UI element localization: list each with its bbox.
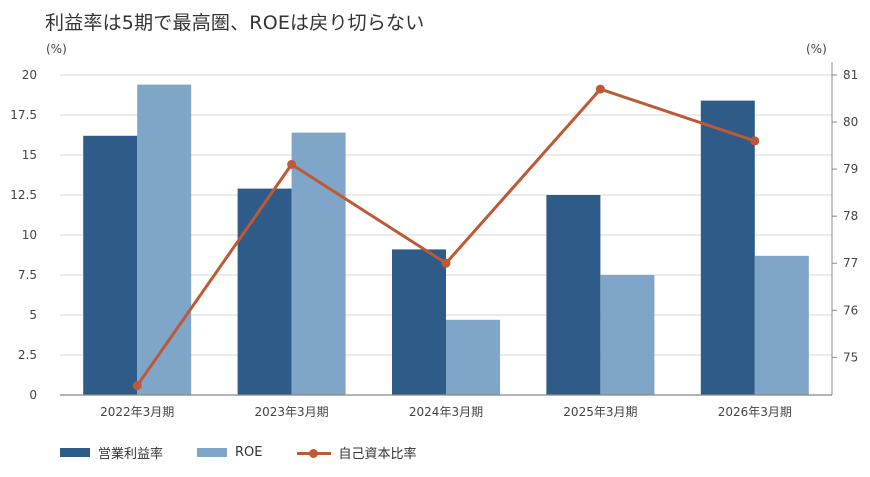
- bar-roe: [754, 255, 809, 395]
- left-tick-label: 12.5: [10, 188, 37, 202]
- legend-item-roe: ROE: [197, 445, 263, 460]
- bar-operating-margin: [392, 249, 446, 395]
- bars-layer: [83, 84, 809, 396]
- x-tick-label: 2024年3月期: [409, 405, 483, 419]
- bar-operating-margin: [237, 188, 292, 395]
- legend-swatch-roe: [197, 448, 228, 457]
- left-tick-label: 5: [29, 308, 37, 322]
- equity-ratio-point: [595, 84, 605, 94]
- right-tick-label: 81: [843, 68, 858, 82]
- left-tick-label: 15: [22, 148, 37, 162]
- right-tick-label: 78: [843, 209, 858, 223]
- left-tick-label: 17.5: [10, 108, 37, 122]
- x-tick-label: 2025年3月期: [563, 405, 637, 419]
- left-tick-label: 10: [22, 228, 37, 242]
- left-tick-label: 2.5: [18, 348, 37, 362]
- right-tick-label: 80: [843, 115, 858, 129]
- right-axis-unit: (%): [806, 42, 827, 56]
- bar-roe: [446, 319, 500, 395]
- legend-item-equity-ratio: 自己資本比率: [296, 443, 417, 462]
- x-tick-label: 2022年3月期: [100, 405, 174, 419]
- right-tick-label: 79: [843, 162, 858, 176]
- right-tick-label: 75: [843, 350, 858, 364]
- axes-layer: 0 2.5 5 7.5 10 12.5 15 17.5 20 75 76 77 78 79 80 81 2022…: [10, 62, 858, 419]
- right-tick-label: 76: [843, 303, 858, 317]
- legend-label-operating-margin: 営業利益率: [98, 447, 164, 462]
- bar-roe: [600, 275, 655, 395]
- equity-ratio-point: [287, 159, 297, 169]
- bar-roe: [137, 84, 192, 395]
- equity-ratio-point: [132, 381, 142, 391]
- equity-ratio-point: [750, 136, 760, 146]
- legend-label-roe: ROE: [235, 445, 263, 460]
- bar-roe: [291, 132, 346, 395]
- line-layer: [132, 84, 760, 391]
- legend-item-operating-margin: 営業利益率: [60, 443, 163, 462]
- right-tick-label: 77: [843, 256, 858, 270]
- bar-operating-margin: [83, 135, 138, 396]
- legend-swatch-equity-ratio: [296, 447, 331, 459]
- legend-swatch-operating-margin: [60, 448, 90, 457]
- x-tick-label: 2023年3月期: [255, 405, 329, 419]
- legend-label-equity-ratio: 自己資本比率: [338, 447, 417, 462]
- bar-operating-margin: [546, 195, 601, 395]
- equity-ratio-point: [441, 258, 451, 268]
- left-axis-unit: (%): [46, 42, 67, 56]
- left-tick-label: 7.5: [18, 268, 37, 282]
- x-tick-label: 2026年3月期: [718, 405, 792, 419]
- legend: 営業利益率 ROE 自己資本比率: [60, 443, 451, 462]
- left-tick-label: 0: [29, 388, 37, 402]
- chart-title: 利益率は5期で最高圏、ROEは戻り切らない: [45, 12, 425, 34]
- left-tick-label: 20: [22, 68, 37, 82]
- bar-operating-margin: [700, 100, 755, 395]
